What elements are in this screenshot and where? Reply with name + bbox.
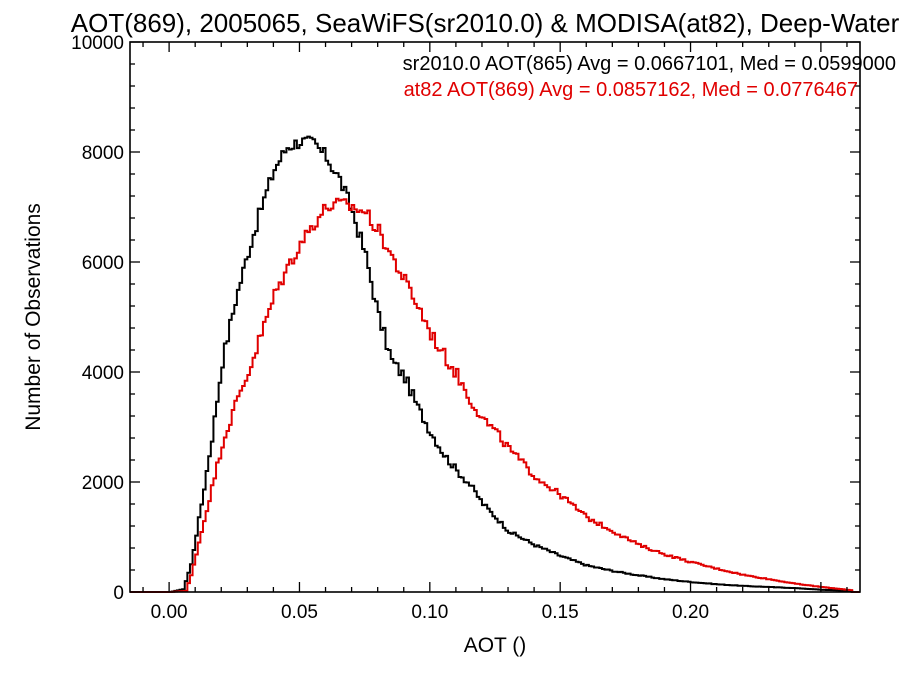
y-axis-title: Number of Observations [22,203,45,431]
y-tick-label: 6000 [82,253,124,274]
plot-frame [129,41,861,593]
x-tick-label: 0.05 [281,602,318,623]
x-tick-label: 0.00 [151,602,188,623]
y-tick-label: 4000 [82,363,124,384]
legend-entry-0: sr2010.0 AOT(865) Avg = 0.0667101, Med =… [403,53,896,75]
x-tick-label: 0.20 [672,602,709,623]
legend-entry-1: at82 AOT(869) Avg = 0.0857162, Med = 0.0… [404,79,858,101]
y-tick-label: 10000 [71,33,124,54]
series-line-1 [130,197,860,593]
chart-title: AOT(869), 2005065, SeaWiFS(sr2010.0) & M… [71,8,900,38]
axes: 0.00 0.05 0.10 0.15 0.20 0.25 0 2000 4000 6000 800… [71,33,861,623]
x-tick-label: 0.10 [411,602,448,623]
legend: sr2010.0 AOT(865) Avg = 0.0667101, Med =… [403,53,896,101]
x-tick-label: 0.25 [802,602,839,623]
series-line-0 [130,135,860,593]
y-tick-label: 2000 [82,473,124,494]
y-tick-label: 8000 [82,143,124,164]
plot-area [130,135,860,593]
x-axis-title: AOT () [464,634,527,657]
x-tick-label: 0.15 [542,602,579,623]
y-tick-label: 0 [113,583,124,604]
